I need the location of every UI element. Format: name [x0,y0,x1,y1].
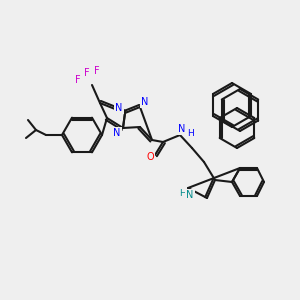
Text: O: O [146,152,154,162]
Text: H: H [187,130,194,139]
Text: F: F [84,68,90,78]
Text: F: F [75,75,81,85]
Text: N: N [141,97,149,107]
Text: H: H [180,188,186,197]
Text: N: N [178,124,186,134]
Text: F: F [94,66,100,76]
Text: N: N [115,103,123,113]
Text: N: N [113,128,121,138]
Text: N: N [186,190,194,200]
